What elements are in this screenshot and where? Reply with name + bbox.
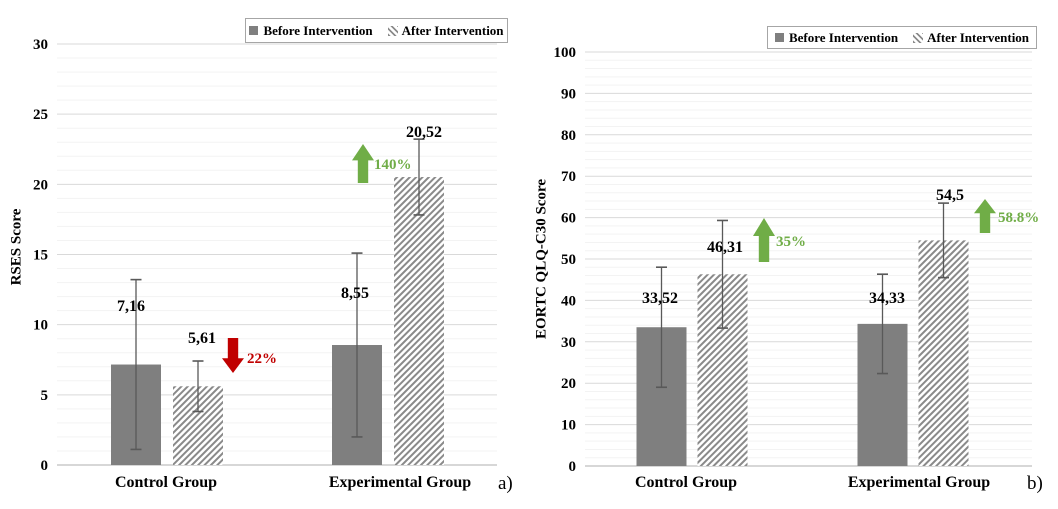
bar-after-1 [394,177,444,465]
decrease-arrow-icon [222,338,244,373]
percent-change-label: 140% [374,157,412,173]
x-category-label-experimental: Experimental Group [328,474,472,491]
percent-change-label: 35% [776,234,806,250]
legend-marker-before-icon [249,26,259,35]
legend-marker-after-icon [387,25,398,36]
y-tick-label: 20 [561,376,576,392]
y-tick-label: 10 [33,318,48,334]
percent-change-label: 58.8% [998,210,1039,226]
legend: Before Intervention After Intervention [245,18,508,43]
bar-value-label: 54,5 [936,187,964,204]
eortc-bar-chart: 0 10 20 30 40 50 60 70 80 90 100 33,52 34,33 46,31 54,… [554,45,1040,475]
bar-value-label: 5,61 [188,330,216,347]
panel-letter: a) [498,473,513,494]
bar-value-label: 33,52 [642,290,678,307]
legend-label-after: After Intervention [401,22,504,38]
bar-value-label: 8,55 [341,285,369,302]
percent-change-label: 22% [247,351,277,367]
increase-arrow-icon [974,199,996,233]
y-tick-label: 40 [561,293,576,309]
bar-value-label: 20,52 [406,124,442,141]
y-tick-label: 100 [554,45,577,61]
y-tick-label: 90 [561,86,576,102]
y-tick-label: 20 [33,177,48,193]
increase-arrow-icon [753,218,775,262]
chart-panel-a: 0 5 10 15 20 25 30 7,16 8,55 5,61 20,52 22% 140% Bef… [8,18,513,494]
y-tick-label: 30 [561,335,576,351]
legend-label-before: Before Intervention [263,22,373,38]
y-tick-label: 60 [561,211,576,227]
y-tick-label: 0 [569,459,577,475]
legend-marker-after-icon [913,32,924,43]
y-tick-label: 0 [41,458,49,474]
y-tick-label: 15 [33,248,48,264]
chart-panel-b: 0 10 20 30 40 50 60 70 80 90 100 33,52 34,33 46,31 54,… [529,0,1058,509]
legend-label-before: Before Intervention [788,29,899,45]
x-category-label-experimental: Experimental Group [847,474,991,491]
increase-arrow-icon [352,144,374,183]
y-tick-label: 70 [561,169,576,185]
bar-value-label: 7,16 [117,298,145,315]
y-tick-label: 30 [33,37,48,53]
x-category-label-control: Control Group [634,474,738,491]
y-axis-title: RSES Score [8,208,25,286]
rses-bar-chart: 0 5 10 15 20 25 30 7,16 8,55 5,61 20,52 22% 140% [33,37,497,474]
y-tick-label: 50 [561,252,576,268]
y-tick-label: 25 [33,107,48,123]
y-tick-label: 80 [561,128,576,144]
legend: Before Intervention After Intervention [767,26,1037,49]
y-tick-label: 5 [41,388,49,404]
y-tick-label: 10 [561,418,576,434]
y-axis-title: EORTC QLQ-C30 Score [533,178,550,340]
bar-value-label: 34,33 [869,290,905,307]
x-category-label-control: Control Group [114,474,218,491]
legend-label-after: After Intervention [927,29,1030,45]
bar-value-label: 46,31 [707,239,743,256]
legend-marker-before-icon [774,33,784,42]
panel-letter: b) [1027,473,1043,494]
